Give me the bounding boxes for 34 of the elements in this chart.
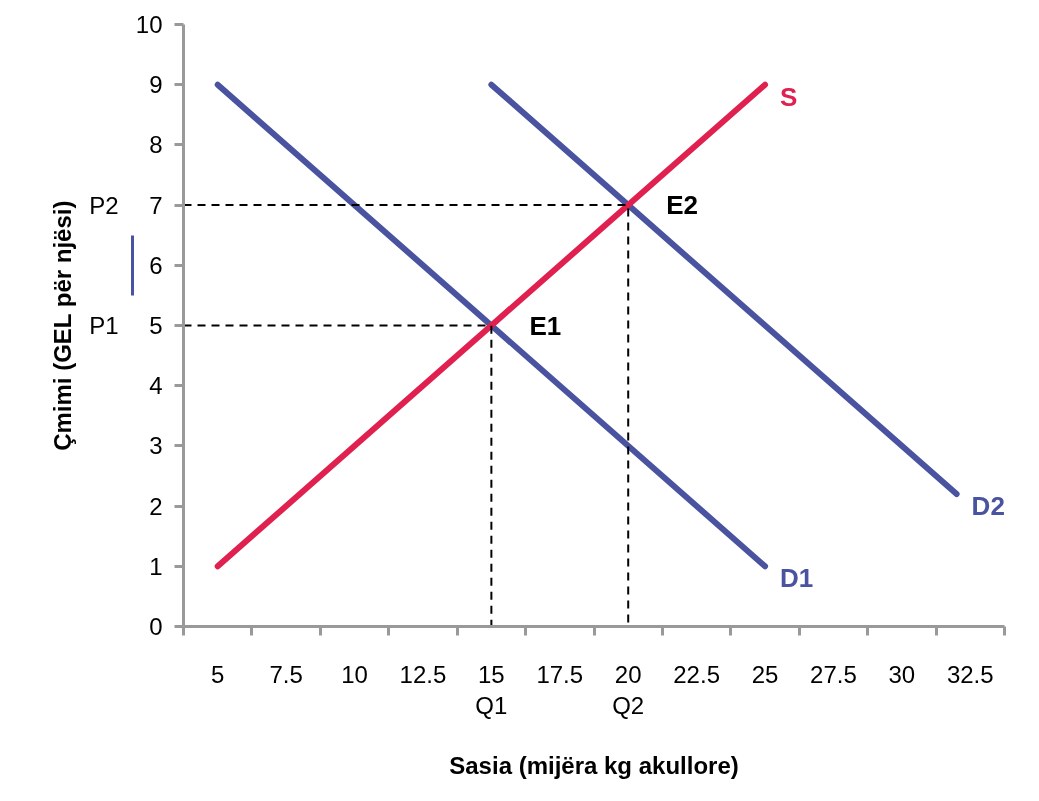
annotation: Q2 [612,691,645,719]
annotation: E1 [529,310,562,341]
series-label: D1 [780,563,814,594]
y-tick-label: 10 [135,11,163,38]
y-tick-label: 8 [149,131,163,159]
y-tick-label: 2 [149,492,163,520]
y-tick-label: 9 [149,71,163,99]
y-tick-label: 7 [149,191,163,219]
series-label: S [780,81,798,112]
x-tick-label: 22.5 [673,660,720,688]
annotation: P2 [89,191,119,219]
x-tick-label: 17.5 [536,660,584,688]
y-tick-label: 3 [149,432,163,460]
y-tick-label: 4 [149,372,163,400]
x-tick-label: 10 [341,660,368,688]
x-tick-label: 27.5 [810,660,857,688]
annotation: E2 [666,190,699,221]
x-tick-label: 32.5 [946,660,994,688]
x-tick-label: 5 [211,660,225,688]
y-tick-label: 5 [149,312,163,339]
x-tick-label: 12.5 [399,660,447,688]
series-label: D2 [971,491,1005,522]
annotation: Q1 [475,691,508,719]
annotation: P1 [89,312,119,339]
x-tick-label: 15 [478,660,505,688]
x-tick-label: 7.5 [269,660,303,688]
y-tick-label: 6 [149,251,163,279]
y-tick-label: 1 [149,552,163,580]
y-axis-title: Çmimi (GEL për njësi) [49,200,77,451]
x-tick-label: 25 [751,660,779,688]
y-tick-label: 0 [149,613,163,640]
x-tick-label: 20 [614,660,642,688]
x-tick-label: 30 [888,660,916,688]
x-axis-title: Sasia (mijëra kg akullore) [449,751,739,779]
